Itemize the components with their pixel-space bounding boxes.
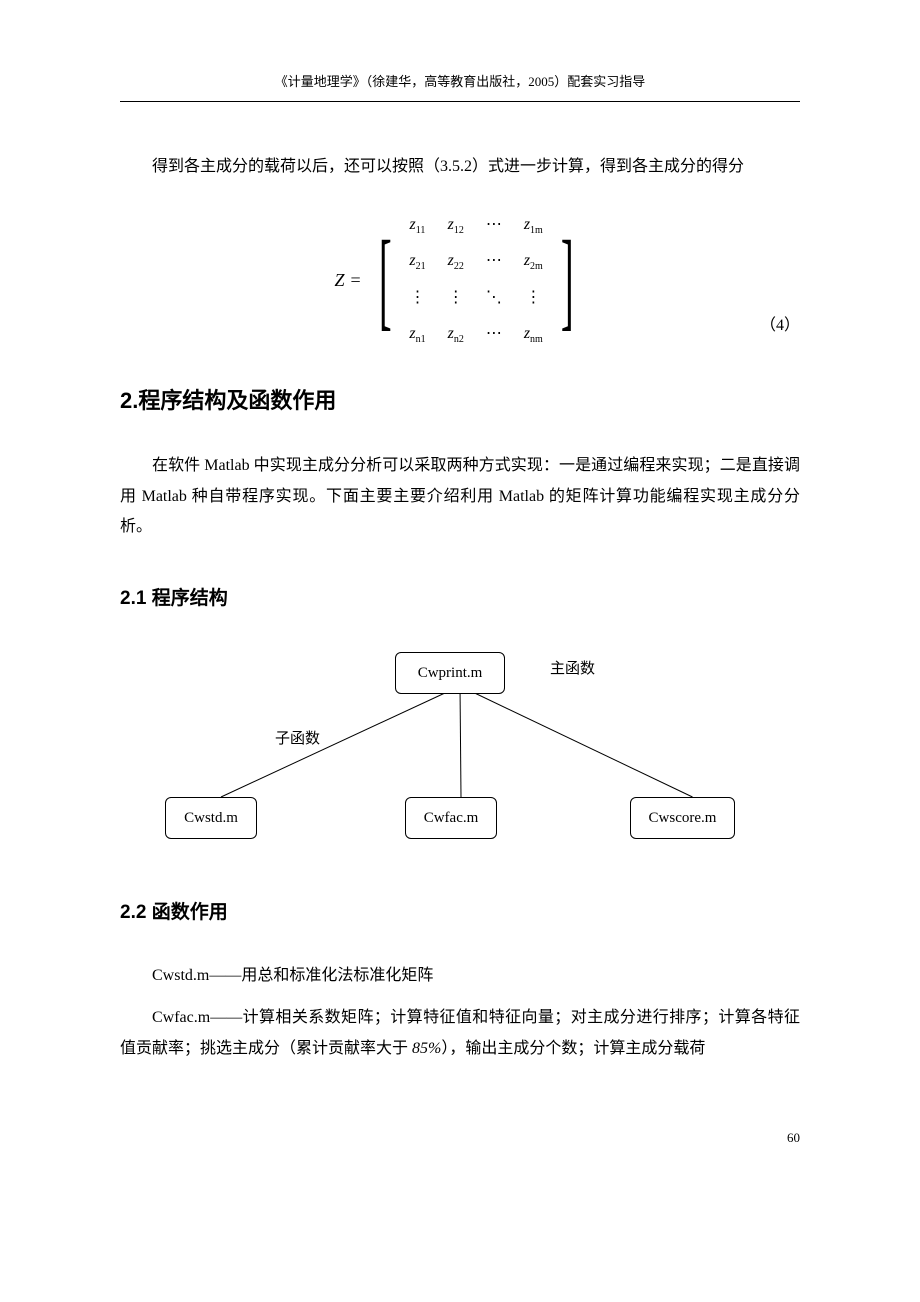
page-number: 60: [787, 1126, 800, 1151]
matrix-grid: z11 z12 ⋯ z1m z21 z22 ⋯ z2m ⋮ ⋮ ⋱ ⋮ zn1 zn2 ⋯ znm: [409, 210, 542, 350]
matrix-cell: znm: [524, 319, 543, 349]
matrix-cell: z21: [409, 246, 425, 276]
diagram-node-fac: Cwfac.m: [405, 797, 497, 840]
diagram-node-score: Cwscore.m: [630, 797, 735, 840]
matrix-lhs: Z: [335, 263, 345, 297]
heading-2-2: 2.2 函数作用: [120, 895, 800, 931]
page-header: 《计量地理学》（徐建华，高等教育出版社，2005）配套实习指导: [120, 70, 800, 102]
matrix-cell: ⋯: [486, 210, 502, 240]
matrix-equation: Z = [ z11 z12 ⋯ z1m z21 z22 ⋯ z2m ⋮ ⋮ ⋱ ⋮ zn1 zn2 ⋯ znm…: [120, 210, 800, 350]
diagram-node-std: Cwstd.m: [165, 797, 257, 840]
paragraph-cwstd: Cwstd.m——用总和标准化法标准化矩阵: [120, 961, 800, 991]
matrix-cell: z1m: [524, 210, 543, 240]
paragraph-2: 在软件 Matlab 中实现主成分分析可以采取两种方式实现：一是通过编程来实现；…: [120, 451, 800, 542]
matrix-cell: ⋮: [409, 283, 425, 313]
matrix-cell: ⋱: [486, 283, 502, 313]
diagram-node-main: Cwprint.m: [395, 652, 505, 695]
matrix-cell: zn2: [448, 319, 464, 349]
equation-number: （4）: [760, 311, 800, 341]
program-structure-diagram: Cwprint.m Cwstd.m Cwfac.m Cwscore.m 主函数子函数: [120, 647, 800, 857]
heading-2-1: 2.1 程序结构: [120, 581, 800, 617]
equals-sign: =: [351, 263, 361, 297]
matrix-cell: z11: [409, 210, 425, 240]
diagram-label: 主函数: [550, 655, 595, 684]
right-bracket: ]: [561, 230, 574, 329]
paragraph-cwfac: Cwfac.m——计算相关系数矩阵；计算特征值和特征向量；对主成分进行排序；计算…: [120, 1003, 800, 1064]
matrix-cell: z2m: [524, 246, 543, 276]
matrix-cell: ⋮: [448, 283, 464, 313]
paragraph-intro: 得到各主成分的载荷以后，还可以按照（3.5.2）式进一步计算，得到各主成分的得分: [120, 152, 800, 182]
matrix-cell: zn1: [409, 319, 425, 349]
matrix-cell: z12: [448, 210, 464, 240]
left-bracket: [: [379, 230, 392, 329]
heading-2: 2.程序结构及函数作用: [120, 380, 800, 422]
matrix-cell: ⋯: [486, 246, 502, 276]
matrix-cell: ⋮: [524, 283, 543, 313]
matrix-cell: ⋯: [486, 319, 502, 349]
diagram-label: 子函数: [275, 725, 320, 754]
matrix-cell: z22: [448, 246, 464, 276]
cwfac-percent: 85%: [412, 1040, 441, 1057]
cwfac-text-b: ），输出主成分个数；计算主成分载荷: [441, 1040, 705, 1057]
